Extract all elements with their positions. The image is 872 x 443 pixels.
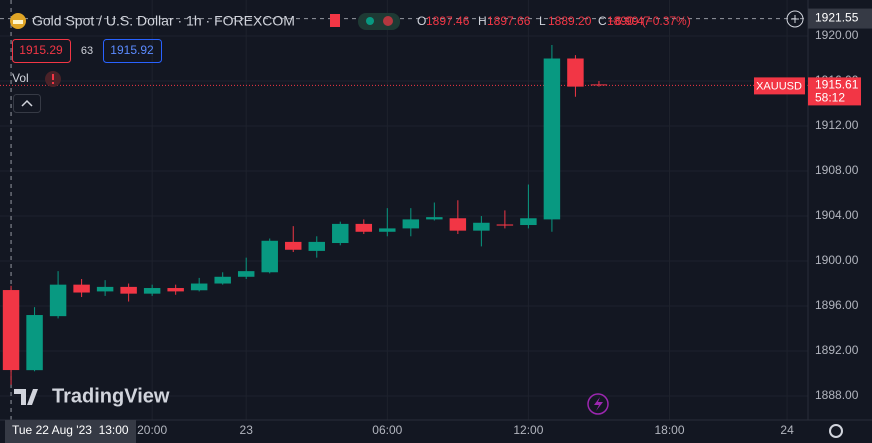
crosshair-time-box — [5, 420, 136, 443]
candle-body — [402, 219, 420, 229]
candle-body — [426, 217, 443, 220]
candle-body — [143, 288, 161, 294]
candle-body — [590, 84, 608, 86]
symbol-title: Gold Spot / U.S. Dollar · 1h · FOREXCOM — [32, 13, 295, 29]
y-tick-label: 1888.00 — [815, 388, 859, 402]
price-change: −6.99 (−0.37%) — [608, 14, 691, 28]
events-icon — [594, 397, 603, 411]
x-tick-label: 23 — [240, 423, 254, 437]
candle-body — [261, 240, 278, 273]
chevron-icon — [21, 99, 33, 107]
collapse-button[interactable] — [13, 94, 41, 113]
candle-body — [332, 223, 349, 244]
symbol-logo — [13, 20, 23, 24]
candle-body — [473, 222, 490, 231]
candle-body — [496, 224, 514, 226]
y-tick-label: 1900.00 — [815, 253, 859, 267]
axes: 1888.00 1892.00 1896.00 1900.00 1904.00 1908.… — [5, 8, 872, 443]
sell-button[interactable] — [12, 39, 71, 63]
y-tick-label: 1908.00 — [815, 163, 859, 177]
settings-icon[interactable] — [829, 424, 843, 438]
candle-body — [167, 288, 184, 292]
candle-body — [285, 241, 302, 250]
candle-body — [520, 218, 537, 226]
candle-body — [379, 228, 396, 232]
y-tick-label: 1904.00 — [815, 208, 859, 222]
events-icon[interactable] — [587, 393, 609, 415]
candle-body — [355, 223, 373, 232]
buy-button[interactable] — [103, 39, 162, 63]
y-tick-label: 1896.00 — [815, 298, 859, 312]
ohlc-legend: O 1897.46 H 1897.66 L 1889.20 C 1890.47 — [417, 14, 651, 28]
candle-body — [49, 284, 67, 317]
status-dot — [383, 16, 393, 26]
buy-price[interactable]: 1915.92 — [110, 43, 154, 57]
candle-body — [567, 58, 584, 87]
ohlc-key: O — [417, 14, 426, 28]
candle-body — [190, 283, 208, 291]
y-tick-label: 1912.00 — [815, 118, 859, 132]
market-status[interactable] — [358, 13, 400, 30]
candle-body — [2, 290, 20, 371]
candle-body — [26, 315, 43, 371]
crosshair-time: Tue 22 Aug '23 13:00 — [12, 423, 129, 437]
ohlc-value: 1889.20 — [548, 14, 592, 28]
crosshair-price: 1921.55 — [815, 11, 859, 25]
symbol-tag-box — [754, 77, 805, 95]
candle-body — [73, 284, 90, 293]
crosshair-price-box — [808, 8, 872, 29]
y-tick-label: 1920.00 — [815, 28, 859, 42]
ohlc-key: C — [598, 14, 607, 28]
x-tick-label: 12:00 — [513, 423, 543, 437]
symbol-tag: XAUUSD — [756, 80, 802, 92]
candle-body — [308, 241, 325, 251]
flag-icon[interactable] — [330, 14, 340, 27]
last-price: 1915.61 — [815, 78, 859, 92]
x-tick-label: 06:00 — [372, 423, 402, 437]
y-tick-label: 1892.00 — [815, 343, 859, 357]
warning-icon — [52, 74, 54, 80]
spread: 63 — [81, 45, 93, 57]
x-tick-label: 24 — [780, 423, 794, 437]
x-tick-label: 20:00 — [137, 423, 167, 437]
candle-body — [449, 218, 467, 231]
ohlc-key: L — [539, 14, 546, 28]
candle-body — [214, 276, 231, 284]
candle-body — [96, 286, 114, 292]
add-button[interactable] — [786, 10, 804, 28]
ohlc-value: 1897.46 — [426, 14, 470, 28]
x-tick-label: 18:00 — [654, 423, 684, 437]
ohlc-value: 1890.47 — [607, 14, 651, 28]
volume-label: Vol — [12, 71, 29, 85]
ohlc-value: 1897.66 — [487, 14, 531, 28]
sell-price[interactable]: 1915.29 — [19, 43, 63, 57]
warning-icon — [52, 82, 54, 84]
status-dot — [366, 17, 374, 25]
watermark: TradingView — [52, 385, 170, 407]
candle-body — [237, 271, 255, 277]
watermark-logo — [14, 389, 38, 405]
candle-body — [120, 286, 137, 294]
ohlc-key: H — [478, 14, 487, 28]
candle-body — [543, 58, 561, 220]
plot — [2, 45, 608, 385]
add-button — [791, 15, 799, 23]
countdown: 58:12 — [815, 91, 845, 105]
last-price-box — [808, 77, 861, 106]
